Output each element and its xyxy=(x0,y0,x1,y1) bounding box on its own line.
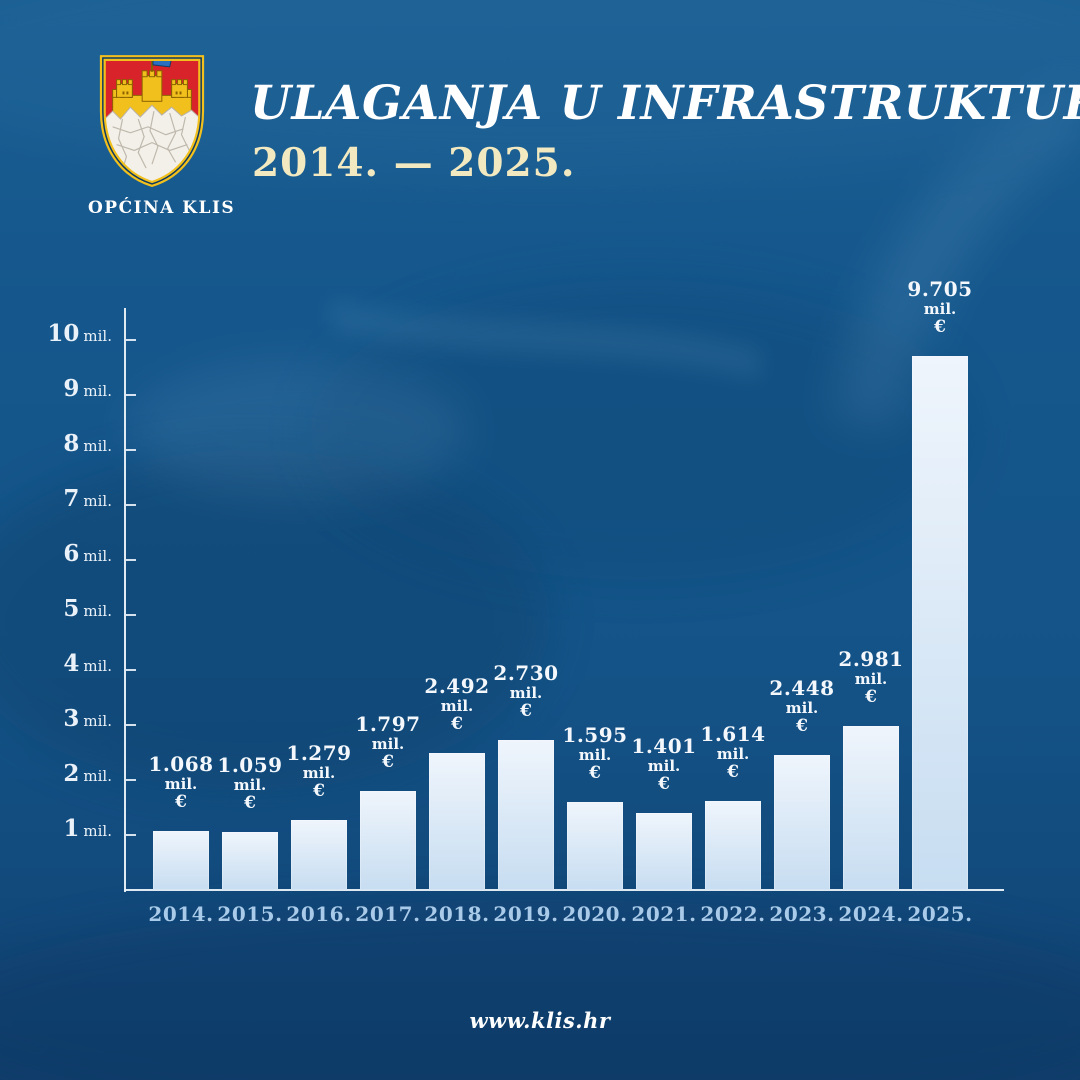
bar-group: 1.279 mil. € xyxy=(286,0,351,890)
y-tick xyxy=(126,394,136,396)
bar-group: 1.059 mil. € xyxy=(217,0,282,890)
bar xyxy=(912,356,968,890)
y-tick-label: 9 mil. xyxy=(63,375,112,402)
bar xyxy=(222,832,278,890)
x-tick-label: 2023. xyxy=(769,902,835,926)
x-tick-label: 2024. xyxy=(838,902,904,926)
x-tick-label: 2021. xyxy=(631,902,697,926)
x-tick-label: 2018. xyxy=(424,902,490,926)
bar-group: 1.614 mil. € xyxy=(700,0,765,890)
x-tick-label: 2022. xyxy=(700,902,766,926)
y-tick-label: 1 mil. xyxy=(63,815,112,842)
bar xyxy=(843,726,899,890)
subtitle-years: 2014. — 2025. xyxy=(252,140,576,186)
y-tick xyxy=(126,834,136,836)
bar xyxy=(567,802,623,890)
y-tick xyxy=(126,724,136,726)
bar-group: 1.068 mil. € xyxy=(148,0,213,890)
website-url: www.klis.hr xyxy=(469,1008,611,1033)
bar xyxy=(153,831,209,890)
bar-group: 1.595 mil. € xyxy=(562,0,627,890)
bar xyxy=(774,755,830,890)
x-tick-label: 2020. xyxy=(562,902,628,926)
x-tick-label: 2016. xyxy=(286,902,352,926)
y-tick-label: 7 mil. xyxy=(63,485,112,512)
bar xyxy=(429,753,485,890)
bar-group: 2.492 mil. € xyxy=(424,0,489,890)
y-tick-label: 8 mil. xyxy=(63,430,112,457)
bar xyxy=(291,820,347,890)
bar xyxy=(498,740,554,890)
y-tick xyxy=(126,339,136,341)
y-tick-label: 6 mil. xyxy=(63,540,112,567)
bar xyxy=(360,791,416,890)
bar-group: 1.797 mil. € xyxy=(355,0,420,890)
org-name: OPĆINA KLIS xyxy=(88,198,236,218)
y-tick-label: 10 mil. xyxy=(47,320,112,347)
logo: OPĆINA KLIS xyxy=(88,50,236,218)
x-axis xyxy=(124,889,1004,891)
bar-group: 1.401 mil. € xyxy=(631,0,696,890)
y-tick xyxy=(126,669,136,671)
x-tick-label: 2019. xyxy=(493,902,559,926)
bar-group: 9.705 mil. € xyxy=(907,0,972,890)
y-tick-label: 5 mil. xyxy=(63,595,112,622)
page-title: ULAGANJA U INFRASTRUKTURU xyxy=(250,76,1080,131)
bar-group: 2.730 mil. € xyxy=(493,0,558,890)
bar xyxy=(705,801,761,890)
bar xyxy=(636,813,692,890)
y-tick xyxy=(126,779,136,781)
bar-group: 2.448 mil. € xyxy=(769,0,834,890)
x-tick-label: 2017. xyxy=(355,902,421,926)
y-tick xyxy=(126,449,136,451)
x-tick-label: 2015. xyxy=(217,902,283,926)
y-axis xyxy=(124,308,126,892)
x-tick-label: 2014. xyxy=(148,902,214,926)
x-tick-label: 2025. xyxy=(907,902,973,926)
y-tick xyxy=(126,504,136,506)
y-tick-label: 4 mil. xyxy=(63,650,112,677)
y-tick xyxy=(126,559,136,561)
y-tick-label: 3 mil. xyxy=(63,705,112,732)
coat-of-arms-icon xyxy=(99,55,205,187)
bar-group: 2.981 mil. € xyxy=(838,0,903,890)
y-tick xyxy=(126,614,136,616)
y-tick-label: 2 mil. xyxy=(63,760,112,787)
